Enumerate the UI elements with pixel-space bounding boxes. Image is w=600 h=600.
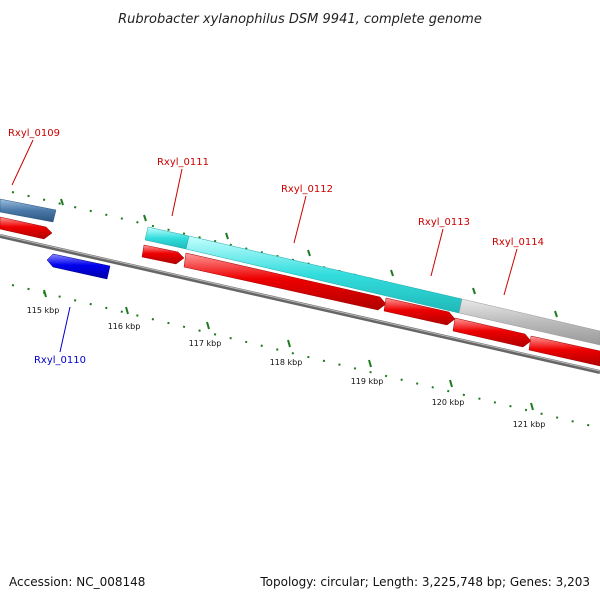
lower-major-tick bbox=[449, 379, 453, 388]
backbone-line bbox=[0, 234, 600, 374]
gene-labels[interactable]: Rxyl_0109 Rxyl_0111 Rxyl_0112 Rxyl_0113 … bbox=[8, 128, 544, 366]
lower-major-tick bbox=[368, 359, 372, 368]
lower-tick-track bbox=[11, 284, 600, 429]
lower-major-tick bbox=[43, 289, 47, 298]
cds-rxyl-0109 bbox=[0, 216, 53, 240]
forward-cds-track bbox=[0, 216, 600, 367]
scale-label: 116 kbp bbox=[108, 322, 141, 331]
scale-label: 121 kbp bbox=[513, 420, 546, 429]
leader-rxyl-0112 bbox=[293, 195, 307, 244]
upper-major-tick bbox=[554, 310, 558, 318]
feature-rxyl-0113-block bbox=[458, 298, 600, 346]
cds-rxyl-0115 bbox=[528, 335, 600, 367]
genome-backbone bbox=[0, 234, 600, 374]
leader-rxyl-0109 bbox=[11, 139, 34, 186]
upper-major-tick bbox=[307, 249, 311, 257]
cds-rxyl-0112 bbox=[183, 252, 387, 311]
gene-label-rxyl-0111[interactable]: Rxyl_0111 bbox=[157, 157, 209, 168]
scale-label: 117 kbp bbox=[189, 339, 222, 348]
lower-major-tick bbox=[206, 321, 210, 330]
feature-rxyl-0111-block bbox=[144, 226, 190, 250]
leader-rxyl-0111 bbox=[171, 168, 183, 217]
gene-label-rxyl-0112[interactable]: Rxyl_0112 bbox=[281, 184, 333, 195]
reverse-cds-track bbox=[46, 253, 111, 280]
leader-rxyl-0110 bbox=[59, 306, 71, 353]
upper-major-tick bbox=[225, 232, 229, 240]
gene-label-rxyl-0109[interactable]: Rxyl_0109 bbox=[8, 128, 60, 139]
gene-label-rxyl-0113[interactable]: Rxyl_0113 bbox=[418, 217, 470, 228]
upper-major-tick bbox=[390, 269, 394, 277]
genome-summary-text: Topology: circular; Length: 3,225,748 bp… bbox=[259, 575, 590, 589]
feature-track bbox=[0, 198, 600, 346]
scale-labels: 115 kbp 116 kbp 117 kbp 118 kbp 119 kbp … bbox=[27, 306, 546, 429]
map-title: Rubrobacter xylanophilus DSM 9941, compl… bbox=[118, 12, 482, 27]
leader-rxyl-0113 bbox=[430, 228, 444, 277]
backbone-highlight bbox=[0, 234, 600, 372]
lower-major-tick bbox=[125, 306, 129, 315]
lower-major-tick bbox=[287, 339, 291, 348]
upper-major-tick bbox=[143, 214, 147, 222]
scale-label: 115 kbp bbox=[27, 306, 60, 315]
cds-rxyl-0111 bbox=[141, 244, 185, 265]
gene-label-rxyl-0110[interactable]: Rxyl_0110 bbox=[34, 355, 86, 366]
scale-label: 118 kbp bbox=[270, 358, 303, 367]
leader-rxyl-0114 bbox=[503, 248, 518, 296]
gene-label-rxyl-0114[interactable]: Rxyl_0114 bbox=[492, 237, 544, 248]
accession-text: Accession: NC_008148 bbox=[9, 575, 145, 589]
feature-rxyl-0109-block bbox=[0, 198, 57, 223]
upper-major-tick bbox=[472, 287, 476, 295]
cds-rxyl-0110 bbox=[46, 253, 111, 280]
upper-major-tick bbox=[60, 198, 64, 206]
scale-label: 120 kbp bbox=[432, 398, 465, 407]
lower-major-tick bbox=[530, 402, 534, 411]
scale-label: 119 kbp bbox=[351, 377, 384, 386]
upper-tick-track bbox=[11, 191, 600, 335]
cds-rxyl-0113 bbox=[383, 297, 456, 326]
cds-rxyl-0114 bbox=[452, 317, 532, 348]
